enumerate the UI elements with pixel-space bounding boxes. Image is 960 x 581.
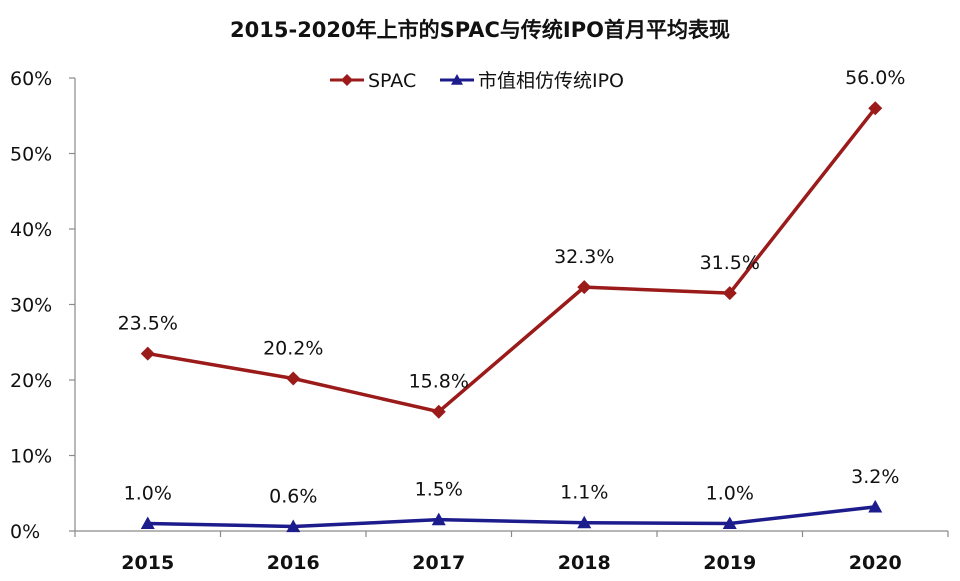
y-tick-label: 0% (10, 521, 40, 543)
diamond-marker (140, 346, 155, 361)
data-labels: 23.5% 20.2% 15.8% 32.3% 31.5% 56.0% 1.0% 0.6% 1.… (118, 67, 906, 507)
data-label: 1.5% (415, 479, 463, 501)
data-label: 20.2% (263, 337, 323, 359)
triangle-marker (431, 512, 446, 526)
legend: SPAC 市值相仿传统IPO (330, 70, 624, 92)
chart-title: 2015-2020年上市的SPAC与传统IPO首月平均表现 (230, 18, 730, 42)
x-tick-label: 2019 (703, 552, 756, 574)
data-label: 31.5% (700, 252, 760, 274)
series-layer (140, 101, 883, 533)
data-label: 32.3% (554, 246, 614, 268)
data-label: 15.8% (409, 371, 469, 393)
data-label: 1.0% (706, 482, 754, 504)
data-label: 56.0% (845, 67, 905, 89)
triangle-marker (577, 515, 592, 529)
x-tick-label: 2017 (412, 552, 465, 574)
diamond-marker (431, 404, 446, 419)
diamond-marker (868, 101, 883, 116)
y-tick-label: 10% (10, 446, 52, 468)
x-tick-label: 2016 (267, 552, 320, 574)
x-tick-label: 2018 (558, 552, 611, 574)
y-tick-label: 20% (10, 370, 52, 392)
legend-label: 市值相仿传统IPO (478, 70, 624, 92)
series-line (147, 505, 876, 529)
y-tick-label: 40% (10, 219, 52, 241)
data-label: 1.0% (124, 482, 172, 504)
y-tick-label: 30% (10, 295, 52, 317)
x-tick-label: 2015 (121, 552, 174, 574)
triangle-marker (722, 516, 737, 530)
y-tick-label: 60% (10, 68, 52, 90)
x-tick-label: 2020 (849, 552, 902, 574)
series-line (147, 107, 877, 414)
diamond-marker (341, 74, 353, 86)
data-label: 1.1% (560, 482, 608, 504)
diamond-marker (722, 286, 737, 301)
triangle-marker (451, 74, 463, 85)
data-label: 0.6% (269, 485, 317, 507)
triangle-marker (286, 519, 301, 533)
diamond-marker (286, 371, 301, 386)
triangle-marker (140, 516, 155, 530)
data-label: 23.5% (118, 313, 178, 335)
data-label: 3.2% (851, 466, 899, 488)
y-tick-label: 50% (10, 144, 52, 166)
x-axis-ticks: 2015 2016 2017 2018 2019 2020 (74, 531, 949, 574)
axes (74, 78, 948, 532)
legend-label: SPAC (368, 70, 416, 92)
diamond-marker (577, 280, 592, 295)
triangle-marker (868, 499, 883, 513)
y-axis-ticks: 0% 10% 20% 30% 40% 50% 60% (10, 68, 75, 543)
